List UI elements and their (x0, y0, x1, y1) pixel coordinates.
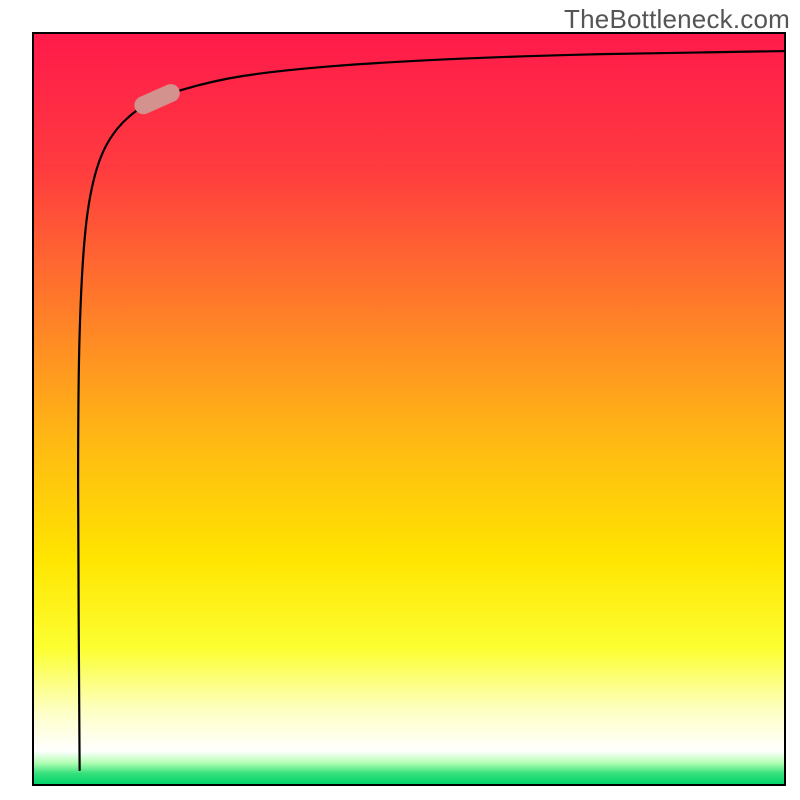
plot-background (33, 33, 785, 785)
chart-svg (0, 0, 800, 800)
chart-frame: TheBottleneck.com (0, 0, 800, 800)
watermark-text: TheBottleneck.com (564, 4, 790, 35)
